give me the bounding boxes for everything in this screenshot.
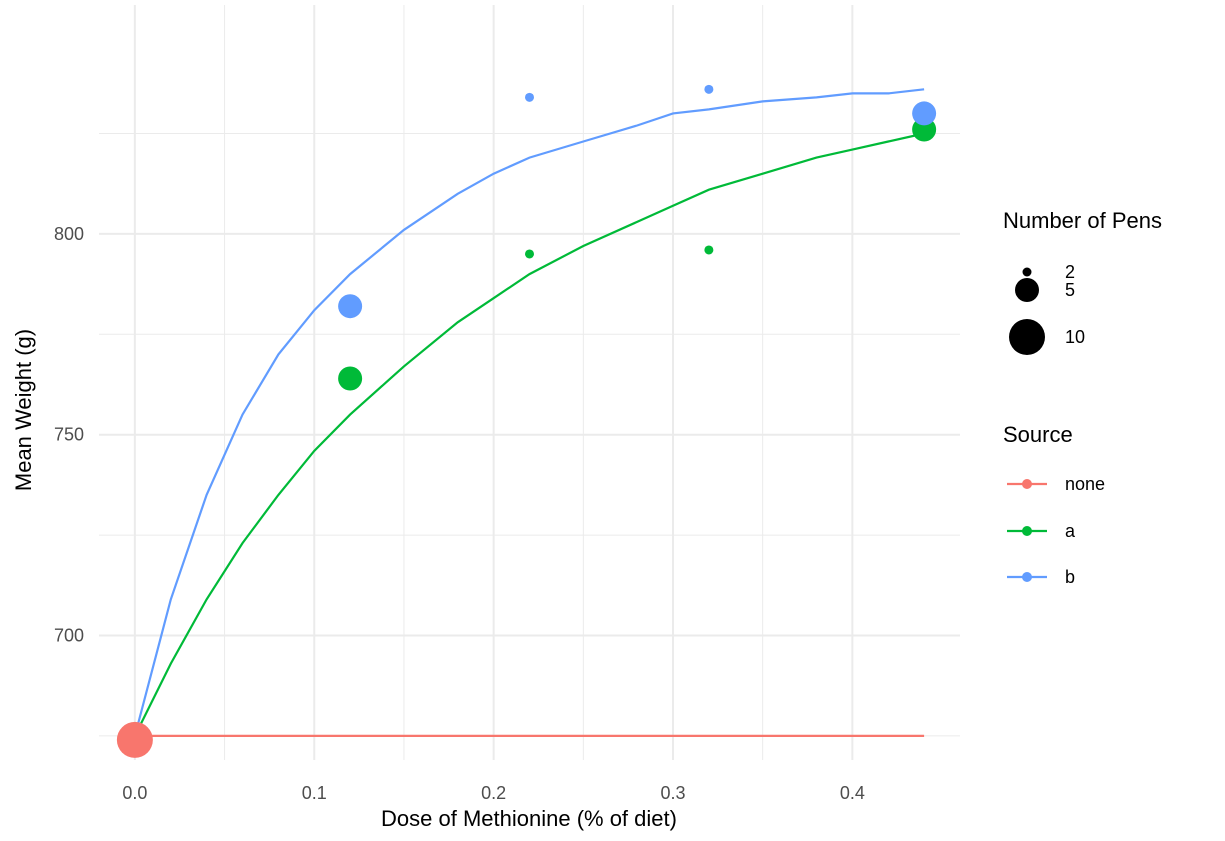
legend-size-label: 10 <box>1065 327 1085 347</box>
legend-size: Number of Pens 25 10 <box>1003 208 1162 355</box>
point-b <box>338 294 363 319</box>
legend-color-label: none <box>1065 474 1105 494</box>
y-tick-label: 750 <box>54 425 84 445</box>
x-tick-label: 0.3 <box>660 783 685 803</box>
y-tick-label: 800 <box>54 224 84 244</box>
y-axis-title: Mean Weight (g) <box>11 329 36 491</box>
legend-color-key <box>1022 526 1032 536</box>
plot-panel <box>99 5 960 760</box>
x-tick-label: 0.0 <box>122 783 147 803</box>
y-axis-tick-labels: 700 750 800 <box>54 224 84 646</box>
x-tick-label: 0.1 <box>302 783 327 803</box>
x-tick-label: 0.4 <box>840 783 865 803</box>
x-axis-title: Dose of Methionine (% of diet) <box>381 806 677 831</box>
legend-size-key <box>1022 267 1032 277</box>
point-a <box>338 366 363 391</box>
legend-size-label: 2 <box>1065 262 1075 282</box>
legend-size-label: 5 <box>1065 280 1075 300</box>
point-b <box>525 92 534 102</box>
point-none <box>116 721 153 758</box>
legend-color-label: a <box>1065 521 1076 541</box>
legend-size-title: Number of Pens <box>1003 208 1162 233</box>
legend-color-key <box>1022 572 1032 582</box>
point-a <box>704 245 714 255</box>
curve-a <box>133 132 925 737</box>
major-gridlines <box>99 5 960 760</box>
data-points <box>116 84 937 758</box>
y-tick-label: 700 <box>54 626 84 646</box>
legend-color-key <box>1022 479 1032 489</box>
minor-gridlines <box>99 5 960 760</box>
point-a <box>525 249 534 259</box>
x-axis-tick-labels: 0.0 0.1 0.2 0.3 0.4 <box>122 783 865 803</box>
curve-b <box>133 88 925 737</box>
x-tick-label: 0.2 <box>481 783 506 803</box>
legend-color: Source none a b <box>1003 422 1105 587</box>
legend-size-key <box>1009 319 1045 355</box>
legend-color-label: b <box>1065 567 1075 587</box>
legend-size-key <box>1015 278 1039 302</box>
point-b <box>912 101 937 126</box>
fitted-curves <box>133 88 925 737</box>
legend-color-title: Source <box>1003 422 1073 447</box>
point-b <box>704 84 714 94</box>
